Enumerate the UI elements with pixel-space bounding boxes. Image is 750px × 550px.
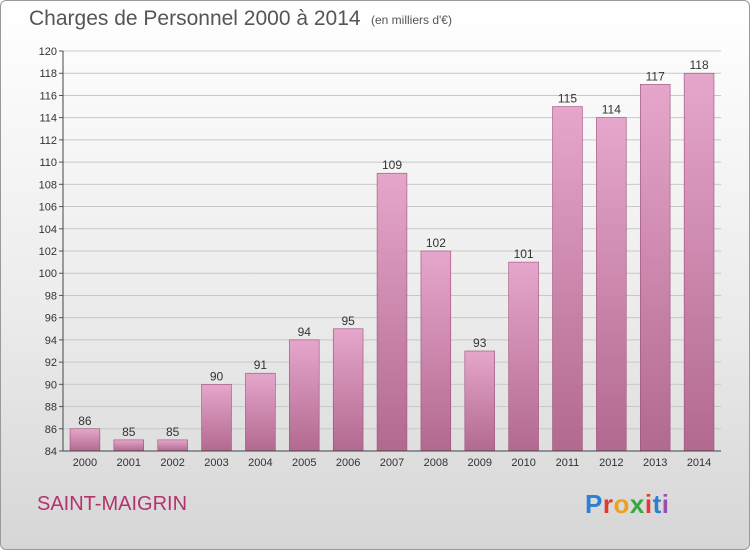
x-tick-label-2007: 2007 (380, 457, 404, 469)
bars (69, 72, 715, 452)
data-label-2013: 117 (646, 69, 665, 83)
x-tick-label-2003: 2003 (204, 457, 228, 469)
bar-2013 (639, 84, 671, 452)
x-tick-label-2005: 2005 (292, 457, 316, 469)
y-tick-label: 84 (45, 446, 57, 458)
bar-2004 (245, 372, 276, 452)
x-tick-label-2006: 2006 (336, 457, 360, 469)
y-tick-label: 116 (39, 90, 57, 102)
commune-name: SAINT-MAIGRIN (37, 493, 188, 515)
chart-title: Charges de Personnel 2000 à 2014 (29, 7, 361, 30)
data-label-2009: 93 (473, 336, 487, 350)
bar-2000 (69, 428, 101, 452)
bar-2002 (157, 439, 188, 452)
data-labels: 86 85 85 90 91 94 95 109 102 93 101 115 114 117 118 (78, 58, 709, 439)
data-label-2004: 91 (254, 358, 268, 372)
x-tick-label-2001: 2001 (117, 457, 141, 469)
logo-letter: i (644, 489, 653, 519)
y-tick-label: 104 (39, 224, 57, 236)
x-tick-label-2000: 2000 (73, 457, 97, 469)
data-label-2000: 86 (78, 414, 92, 428)
y-tick-label: 106 (39, 202, 57, 214)
bar-2003 (201, 384, 232, 452)
y-tick-label: 100 (39, 268, 57, 280)
y-tick-label: 98 (45, 290, 57, 302)
x-tick-label-2014: 2014 (687, 457, 711, 469)
proxiti-logo: Proxiti (585, 489, 669, 520)
y-tick-label: 102 (39, 246, 57, 258)
y-tick-label: 94 (45, 335, 57, 347)
x-tick-label-2002: 2002 (160, 457, 184, 469)
y-axis-tick-labels: 84 86 88 90 92 94 96 98 100 102 104 106 108 110 112 114… (39, 46, 57, 458)
y-tick-label: 120 (39, 46, 57, 58)
logo-letter: o (613, 489, 630, 519)
y-tick-label: 118 (39, 68, 57, 80)
y-tick-label: 112 (39, 135, 57, 147)
x-tick-label-2011: 2011 (556, 457, 580, 469)
data-label-2001: 85 (122, 425, 136, 439)
logo-letter: x (629, 489, 645, 519)
logo-letter: P (585, 489, 603, 519)
x-tick-label-2012: 2012 (599, 457, 623, 469)
bar-2009 (464, 350, 495, 452)
bar-2005 (289, 339, 320, 452)
chart-subtitle: (en milliers d'€) (371, 13, 452, 27)
data-label-2005: 94 (298, 325, 312, 339)
logo-letter: t (652, 489, 662, 519)
bar-2008 (420, 250, 452, 452)
data-label-2006: 95 (341, 314, 355, 328)
bar-2006 (332, 328, 364, 452)
bar-2010 (508, 261, 539, 452)
x-tick-label-2010: 2010 (511, 457, 535, 469)
data-label-2010: 101 (514, 247, 534, 261)
bar-2014 (683, 72, 715, 452)
logo-letter: r (602, 489, 614, 519)
y-tick-label: 110 (39, 157, 57, 169)
data-label-2011: 115 (558, 92, 577, 106)
x-tick-label-2004: 2004 (248, 457, 272, 469)
y-tick-label: 92 (45, 357, 57, 369)
bar-2012 (596, 117, 627, 452)
data-label-2012: 114 (602, 103, 621, 117)
y-tick-label: 96 (45, 313, 57, 325)
data-label-2007: 109 (382, 158, 402, 172)
logo-letter: i (661, 489, 670, 519)
bar-2007 (376, 172, 408, 452)
y-tick-label: 108 (39, 179, 57, 191)
y-tick-label: 114 (39, 113, 57, 125)
x-tick-label-2013: 2013 (643, 457, 667, 469)
y-tick-label: 90 (45, 379, 57, 391)
x-tick-label-2009: 2009 (467, 457, 491, 469)
data-label-2008: 102 (426, 236, 446, 250)
y-tick-label: 88 (45, 402, 57, 414)
y-tick-label: 86 (45, 424, 57, 436)
data-label-2003: 90 (210, 369, 224, 383)
bar-2001 (113, 439, 145, 452)
data-label-2014: 118 (689, 58, 708, 72)
x-axis-tick-labels: 2000 2001 2002 2003 2004 2005 2006 2007 2008 2009… (73, 457, 712, 469)
x-tick-label-2008: 2008 (424, 457, 448, 469)
bar-2011 (552, 106, 583, 452)
data-label-2002: 85 (166, 425, 180, 439)
